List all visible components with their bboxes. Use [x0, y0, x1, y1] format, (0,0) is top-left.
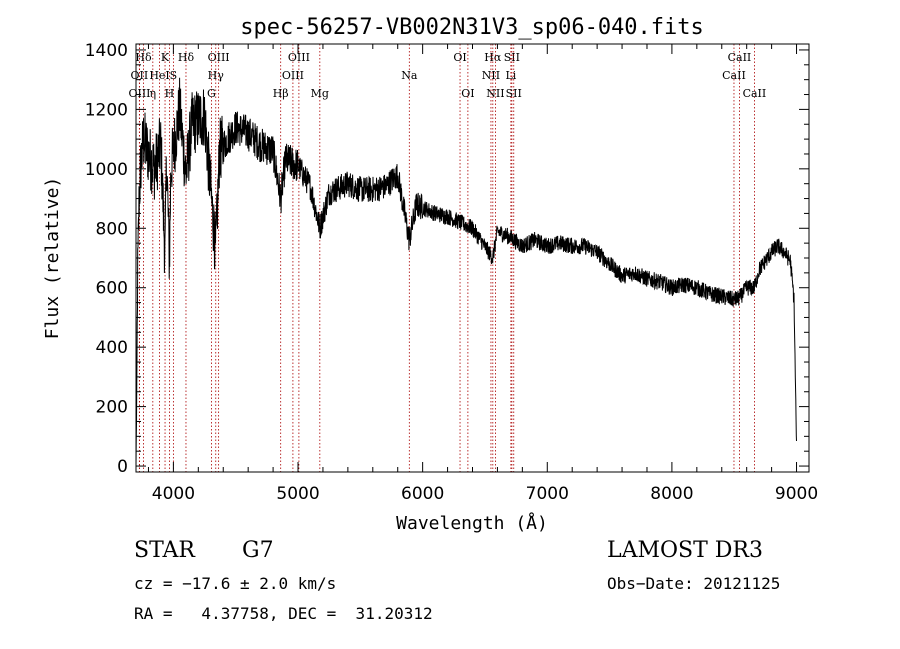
spectral-line-label: Hβ: [273, 87, 289, 100]
spectral-line-label: NII: [486, 87, 504, 100]
spectral-line-label: CaII: [722, 69, 746, 82]
x-tick-label: 4000: [152, 484, 195, 504]
spectral-line-label: OIII: [288, 51, 310, 64]
y-axis-label: Flux (relative): [42, 177, 63, 340]
coordinates: RA = 4.37758, DEC = 31.20312: [134, 604, 433, 623]
spectral-line-label: OIII: [208, 51, 230, 64]
spectral-line-label: Hδ: [178, 51, 195, 64]
spectral-line-label: Li: [505, 69, 516, 82]
spectral-line-label: Hγ: [208, 69, 225, 82]
spectral-line-label: G: [207, 87, 216, 100]
spectrum-trace: [135, 77, 797, 467]
spectral-line-label: SII: [506, 87, 522, 100]
spectral-line-label: K: [161, 51, 170, 64]
spectral-line-label: S: [170, 69, 178, 82]
x-tick-label: 6000: [401, 484, 444, 504]
spectral-line-label: H: [165, 87, 175, 100]
spectral-line-label: HeI: [149, 69, 169, 82]
spectral-line-label: OIII: [282, 69, 304, 82]
redshift-text: cz = −17.6 ± 2.0 km/s: [134, 574, 337, 593]
y-axis: 0 200 400 600 800 1000 1200 1400: [85, 41, 809, 477]
x-tick-label: 8000: [650, 484, 693, 504]
y-tick-label: 200: [96, 398, 128, 418]
object-class: STAR: [134, 538, 195, 563]
plot-frame: [135, 43, 810, 473]
y-tick-label: 0: [117, 457, 128, 477]
x-tick-label: 7000: [526, 484, 569, 504]
x-axis-label: Wavelength (Å): [396, 512, 548, 534]
x-tick-label: 5000: [276, 484, 319, 504]
x-tick-label: 9000: [775, 484, 818, 504]
survey-name: LAMOST DR3: [607, 538, 763, 563]
object-subclass: G7: [242, 538, 274, 563]
spectrum-layer: [135, 77, 797, 467]
y-tick-label: 600: [96, 279, 128, 299]
spectral-line-label: OI: [461, 87, 474, 100]
spectral-line-label: OI: [453, 51, 466, 64]
y-tick-label: 1200: [85, 100, 128, 120]
spectral-line-label: η: [150, 87, 157, 100]
obs-date: Obs−Date: 20121125: [607, 574, 781, 593]
spectral-line-label: Hα: [484, 51, 502, 64]
spectral-line-label: NII: [482, 69, 500, 82]
y-tick-label: 1000: [85, 160, 128, 180]
y-tick-label: 400: [96, 338, 128, 358]
chart-title: spec-56257-VB002N31V3_sp06-040.fits: [240, 15, 704, 40]
y-tick-label: 800: [96, 219, 128, 239]
spectral-line-label: Hδ: [135, 51, 152, 64]
y-tick-label: 1400: [85, 41, 128, 61]
x-axis: 4000 5000 6000 7000 8000 9000: [147, 44, 818, 504]
spectral-line-label: SII: [504, 51, 520, 64]
spectral-line-label: OIII: [128, 87, 150, 100]
spectral-line-label: CaII: [743, 87, 767, 100]
spectral-line-label: Na: [401, 69, 418, 82]
spectral-line-label: CaII: [728, 51, 752, 64]
spectral-line-label: Mg: [311, 87, 329, 100]
